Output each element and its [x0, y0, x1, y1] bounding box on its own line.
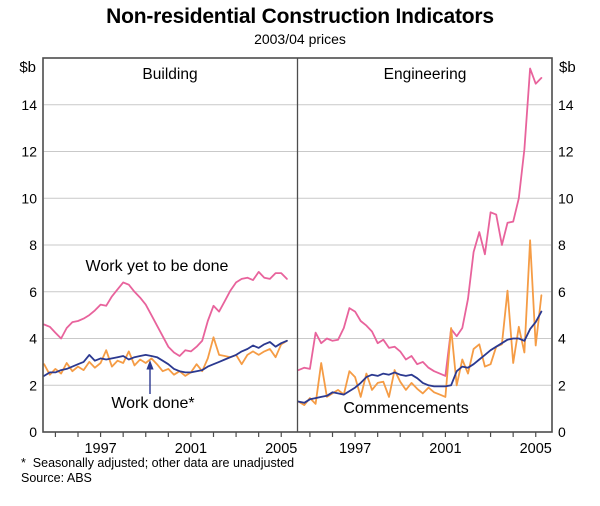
x-year-label-eng-2001: 2001 — [429, 441, 461, 457]
y-tick-label-left-6: 6 — [29, 284, 37, 300]
y-tick-label-right-14: 14 — [558, 97, 574, 113]
y-tick-label-right-8: 8 — [558, 237, 566, 253]
y-tick-label-left-10: 10 — [21, 190, 37, 206]
line-building-work-yet-to-be-done — [43, 270, 288, 357]
y-tick-label-left-12: 12 — [21, 144, 37, 160]
y-tick-label-right-0: 0 — [558, 424, 566, 440]
y-tick-label-right-12: 12 — [558, 144, 574, 160]
y-tick-label-right-10: 10 — [558, 190, 574, 206]
panel-title-building: Building — [142, 66, 197, 83]
series-layer — [43, 67, 543, 407]
source-note: Source: ABS — [21, 471, 92, 485]
y-tick-label-left-2: 2 — [29, 377, 37, 393]
line-building-commencements — [43, 336, 288, 377]
x-year-label-eng-1997: 1997 — [339, 441, 371, 457]
y-tick-label-left-8: 8 — [29, 237, 37, 253]
label-commencements: Commencements — [343, 400, 468, 417]
line-engineering-work-done — [297, 310, 543, 404]
footnote: * Seasonally adjusted; other data are un… — [21, 456, 295, 470]
axis-tick-layer — [54, 432, 537, 437]
y-tick-label-right-4: 4 — [558, 331, 566, 347]
label-work-yet-to-be-done: Work yet to be done — [86, 258, 229, 275]
chart-subtitle: 2003/04 prices — [254, 31, 346, 47]
panel-title-engineering: Engineering — [384, 66, 467, 83]
line-engineering-work-yet-to-be-done — [297, 67, 543, 377]
x-year-label-bld-1997: 1997 — [84, 441, 116, 457]
chart-title: Non-residential Construction Indicators — [106, 5, 494, 28]
y-tick-label-right-6: 6 — [558, 284, 566, 300]
x-year-label-eng-2005: 2005 — [520, 441, 552, 457]
y-axis-unit-left: $b — [19, 59, 36, 76]
y-tick-label-left-0: 0 — [29, 424, 37, 440]
axis-label-layer: 0 0 2 2 4 4 6 6 8 8 10 10 12 12 14 14 1997 2001 2005 1997 20… — [21, 97, 573, 457]
y-tick-label-left-14: 14 — [21, 97, 37, 113]
y-tick-label-left-4: 4 — [29, 331, 37, 347]
x-year-label-bld-2001: 2001 — [175, 441, 207, 457]
line-building-work-done — [43, 339, 288, 377]
work-done-arrow — [146, 360, 154, 394]
y-axis-unit-right: $b — [559, 59, 576, 76]
label-work-done: Work done* — [111, 395, 194, 412]
y-tick-label-right-2: 2 — [558, 377, 566, 393]
x-year-label-bld-2005: 2005 — [265, 441, 297, 457]
